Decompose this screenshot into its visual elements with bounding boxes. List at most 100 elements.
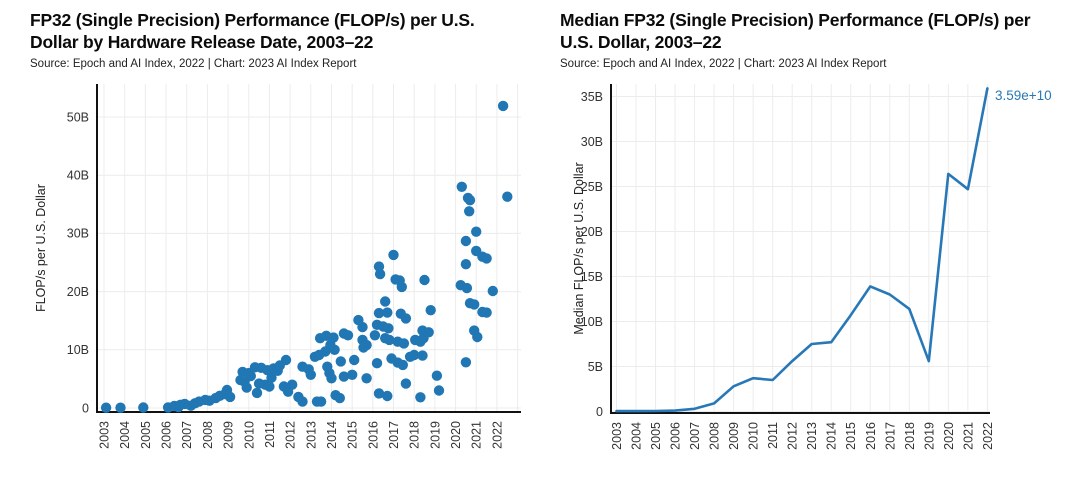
x-tick-label: 2022 (490, 421, 504, 449)
data-point (251, 387, 263, 399)
data-point (433, 385, 445, 396)
data-point (388, 249, 399, 261)
scatter-svg: 0 10B 20B 30B 40B 50B 2003 2004 2005 2006 2007 2008… (34, 84, 521, 449)
scatter-chart-title: FP32 (Single Precision) Performance (FLO… (30, 10, 475, 52)
x-tick-label: 2010 (747, 422, 761, 450)
x-tick-label: 2009 (727, 422, 741, 450)
x-tick-label: 2019 (428, 421, 442, 449)
x-tick-label: 2018 (408, 421, 422, 449)
x-tick-label: 2010 (242, 421, 256, 449)
data-point (357, 321, 368, 333)
x-tick-label: 2006 (669, 422, 683, 450)
data-point (245, 370, 256, 382)
y-tick-label: 35B (581, 90, 603, 104)
x-tick-label: 2021 (961, 422, 975, 450)
y-tick-labels: 0 10B 20B 30B 40B 50B (67, 110, 89, 415)
x-tick-label: 2011 (766, 422, 780, 449)
data-point (382, 307, 393, 318)
data-point (297, 396, 308, 407)
data-point (349, 354, 360, 366)
y-tick-label: 0 (596, 405, 603, 419)
data-point (397, 359, 408, 371)
y-tick-label: 20B (67, 285, 89, 299)
x-tick-labels: 2003 2004 2005 2006 2007 2008 2009 2010 2011 2012… (610, 422, 995, 450)
x-tick-label: 2015 (346, 421, 360, 449)
data-point (464, 206, 475, 217)
x-tick-label: 2016 (366, 421, 380, 449)
data-point (419, 274, 430, 286)
data-point (374, 268, 386, 280)
x-tick-label: 2011 (263, 421, 277, 448)
x-tick-label: 2020 (449, 421, 463, 449)
line-chart-title: Median FP32 (Single Precision) Performan… (560, 10, 1031, 52)
gridlines (611, 84, 990, 413)
x-tick-label: 2022 (981, 422, 995, 450)
data-point (472, 331, 483, 343)
data-point (471, 226, 482, 237)
y-axis-title: FLOP/s per U.S. Dollar (34, 184, 48, 312)
data-point (335, 356, 346, 367)
data-point (305, 369, 316, 380)
x-tick-label: 2007 (180, 421, 194, 449)
x-tick-label: 2021 (470, 421, 484, 449)
axes (96, 84, 521, 413)
x-tick-label: 2003 (98, 421, 112, 449)
data-point (396, 281, 407, 293)
x-tick-label: 2004 (118, 421, 132, 449)
data-point (334, 392, 345, 404)
data-point (423, 327, 434, 338)
x-tick-label: 2012 (786, 422, 800, 450)
y-tick-label: 10B (67, 343, 89, 357)
x-tick-label: 2017 (883, 422, 897, 450)
data-point (100, 402, 112, 413)
data-point (287, 379, 298, 390)
data-point (481, 253, 492, 264)
data-point (241, 382, 252, 393)
data-point (315, 396, 327, 407)
x-tick-label: 2017 (387, 421, 401, 449)
data-point (400, 313, 412, 324)
data-point (326, 373, 337, 384)
x-tick-label: 2013 (805, 422, 819, 450)
scatter-plot-area: 0 10B 20B 30B 40B 50B 2003 2004 2005 2006 2007 2008… (0, 0, 532, 479)
data-point (425, 305, 436, 316)
scatter-points (100, 100, 513, 413)
data-point (460, 357, 472, 368)
data-point (338, 371, 350, 382)
x-tick-label: 2006 (160, 421, 174, 449)
data-point (384, 334, 395, 346)
scatter-chart-source: Source: Epoch and AI Index, 2022 | Chart… (30, 58, 357, 70)
data-point (138, 402, 149, 413)
y-tick-label: 50B (67, 110, 89, 124)
data-point (373, 388, 385, 399)
y-tick-label: 20B (581, 225, 603, 239)
data-point (456, 181, 467, 192)
data-point (469, 299, 480, 310)
x-tick-label: 2008 (708, 422, 722, 450)
axes (610, 84, 990, 414)
x-tick-labels: 2003 2004 2005 2006 2007 2008 2009 2010 2011 2012… (98, 421, 505, 449)
line-panel: Median FP32 (Single Precision) Performan… (533, 0, 1065, 479)
data-point (371, 358, 383, 369)
data-point (347, 369, 358, 380)
data-point (481, 307, 492, 318)
data-point (382, 390, 393, 402)
median-line (615, 87, 989, 413)
data-point (487, 285, 498, 297)
y-tick-label: 40B (67, 169, 89, 183)
x-tick-label: 2014 (825, 422, 839, 450)
x-tick-label: 2013 (304, 421, 318, 449)
line-chart-source: Source: Epoch and AI Index, 2022 | Chart… (560, 58, 887, 70)
data-point (328, 332, 339, 343)
data-point (224, 391, 236, 403)
gridlines (97, 84, 521, 412)
data-point (369, 330, 381, 341)
data-point (502, 191, 513, 202)
x-tick-label: 2015 (844, 422, 858, 450)
x-tick-label: 2009 (222, 421, 236, 449)
y-axis-title: Median FLOP/s per U.S. Dollar (572, 162, 586, 334)
x-tick-label: 2020 (942, 422, 956, 450)
x-tick-label: 2012 (284, 421, 298, 449)
